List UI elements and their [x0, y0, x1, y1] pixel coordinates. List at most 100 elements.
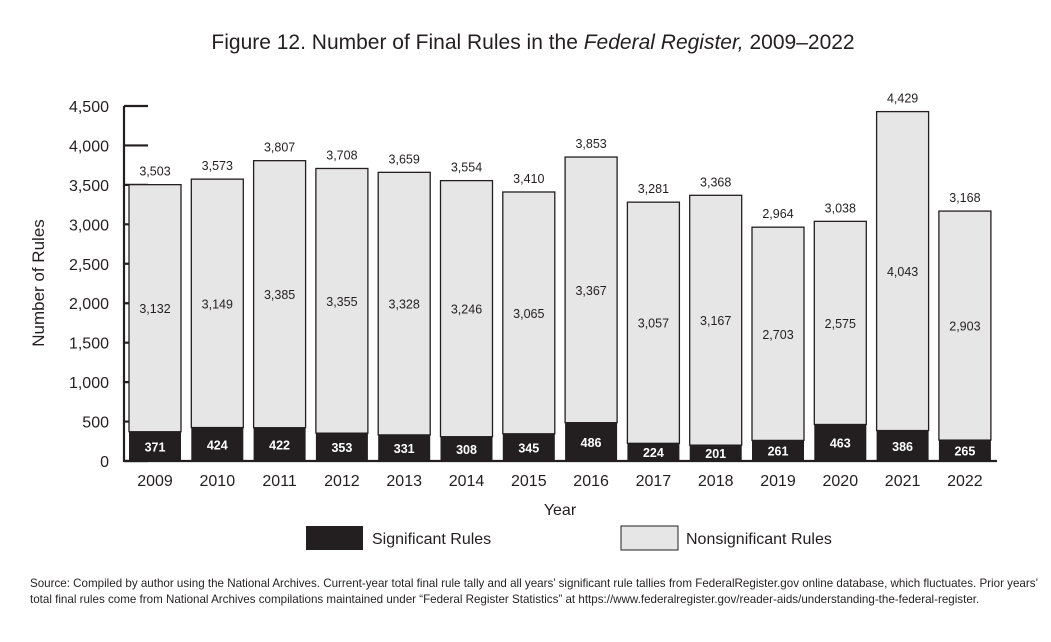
axes	[122, 106, 997, 463]
label-nonsignificant: 3,057	[638, 317, 669, 331]
bar-nonsignificant	[502, 191, 556, 435]
x-tick-label: 2012	[324, 473, 360, 490]
bar-significant	[440, 436, 493, 461]
bar-significant	[378, 434, 431, 461]
bar-nonsignificant	[564, 156, 618, 424]
bar-significant	[876, 430, 929, 461]
label-total: 4,429	[887, 92, 918, 106]
legend-swatch-nonsignificant	[620, 525, 679, 551]
label-nonsignificant: 3,355	[326, 295, 357, 309]
y-tick-label: 3,500	[69, 178, 109, 195]
label-significant: 201	[705, 447, 726, 461]
x-tick-label: 2015	[511, 473, 547, 490]
label-significant: 422	[269, 438, 290, 452]
bar-nonsignificant	[626, 201, 681, 444]
bar-significant	[752, 440, 804, 461]
x-axis-tick-labels: 2009 2010 2011 2012 2013 2014 2015 2016 2017 2018…	[137, 473, 983, 490]
label-nonsignificant: 3,385	[264, 288, 295, 302]
y-tick-label: 1,000	[69, 375, 109, 392]
y-tick-label: 2,500	[69, 257, 109, 274]
y-tick-label: 4,500	[69, 99, 109, 116]
label-total: 3,807	[264, 141, 295, 155]
label-nonsignificant: 2,703	[762, 328, 793, 342]
label-total: 3,410	[513, 172, 544, 186]
label-significant: 371	[145, 440, 166, 454]
bars: 371 3,132 3,503 424 3,149 3,573 422 3,385 3,807 3…	[128, 92, 992, 461]
y-tick-label: 3,000	[69, 217, 109, 234]
chart-title: Figure 12. Number of Final Rules in the …	[211, 31, 854, 54]
x-tick-label: 2016	[573, 473, 609, 490]
bar-significant	[814, 424, 867, 461]
bar-significant	[627, 443, 680, 461]
y-axis-label: Number of Rules	[29, 219, 48, 347]
x-tick-label: 2018	[698, 473, 734, 490]
x-tick-label: 2017	[636, 473, 672, 490]
label-total: 2,964	[762, 207, 793, 221]
bar-nonsignificant	[813, 220, 867, 426]
label-total: 3,281	[638, 182, 669, 196]
label-significant: 331	[394, 442, 415, 456]
bar-significant	[253, 427, 306, 461]
label-total: 3,708	[326, 148, 357, 162]
bar-significant	[129, 431, 181, 461]
label-significant: 265	[954, 445, 975, 459]
y-tick-label: 4,000	[69, 138, 109, 155]
y-tick-label: 1,500	[69, 336, 109, 353]
label-significant: 353	[331, 441, 352, 455]
label-nonsignificant: 3,367	[575, 284, 606, 298]
label-nonsignificant: 3,149	[202, 297, 233, 311]
bar-significant	[315, 433, 368, 461]
stacked-bar-chart: Figure 12. Number of Final Rules in the …	[29, 31, 997, 551]
bar-nonsignificant	[439, 179, 494, 438]
bar-nonsignificant	[875, 110, 930, 432]
bar-significant	[565, 422, 618, 461]
label-significant: 486	[581, 436, 602, 450]
label-nonsignificant: 4,043	[887, 265, 918, 279]
x-tick-label: 2022	[947, 473, 983, 490]
bar-significant	[191, 427, 244, 461]
x-tick-label: 2021	[885, 473, 921, 490]
label-total: 3,368	[700, 175, 731, 189]
bar-nonsignificant	[377, 171, 431, 436]
bar-nonsignificant	[751, 226, 805, 442]
y-tick-label: 0	[100, 454, 109, 471]
bar-nonsignificant	[252, 160, 307, 429]
label-nonsignificant: 3,167	[700, 314, 731, 328]
bar-significant	[502, 433, 555, 461]
label-nonsignificant: 2,903	[949, 320, 980, 334]
label-nonsignificant: 3,328	[389, 298, 420, 312]
bar-nonsignificant	[128, 184, 182, 433]
label-total: 3,853	[575, 137, 606, 151]
legend-label-nonsignificant: Nonsignificant Rules	[686, 531, 832, 548]
label-nonsignificant: 3,246	[451, 303, 482, 317]
label-nonsignificant: 3,132	[139, 302, 170, 316]
label-total: 3,168	[949, 191, 980, 205]
label-significant: 224	[643, 446, 664, 460]
x-tick-label: 2020	[823, 473, 859, 490]
bar-nonsignificant	[315, 167, 369, 434]
x-tick-label: 2010	[200, 473, 236, 490]
y-tick-label: 500	[82, 415, 109, 432]
bar-nonsignificant	[689, 194, 743, 446]
source-note: Source: Compiled by author using the Nat…	[30, 577, 1038, 606]
x-tick-label: 2014	[449, 473, 485, 490]
x-axis-label: Year	[544, 502, 577, 519]
bar-significant	[689, 445, 742, 461]
bar-nonsignificant	[938, 210, 992, 441]
label-total: 3,038	[825, 201, 856, 215]
legend: Significant Rules Nonsignificant Rules	[306, 525, 832, 551]
x-tick-label: 2019	[760, 473, 796, 490]
label-total: 3,659	[389, 152, 420, 166]
label-significant: 424	[207, 438, 228, 452]
label-significant: 386	[892, 440, 913, 454]
label-total: 3,573	[202, 159, 233, 173]
legend-swatch-significant	[306, 526, 363, 550]
legend-label-significant: Significant Rules	[372, 531, 491, 548]
label-total: 3,554	[451, 161, 482, 175]
label-significant: 345	[518, 441, 539, 455]
x-tick-label: 2013	[386, 473, 422, 490]
label-significant: 308	[456, 443, 477, 457]
bar-nonsignificant	[190, 178, 244, 429]
label-significant: 463	[830, 437, 851, 451]
label-nonsignificant: 3,065	[513, 307, 544, 321]
